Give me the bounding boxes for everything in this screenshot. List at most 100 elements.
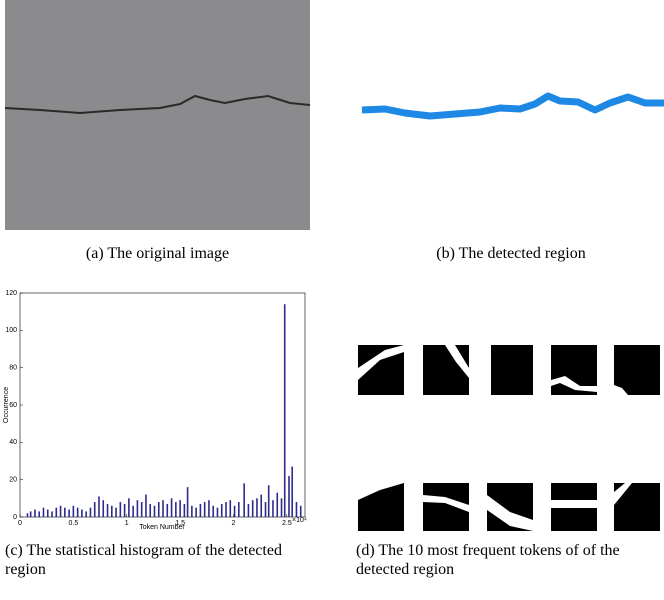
bar xyxy=(212,505,215,517)
bar xyxy=(225,502,227,517)
caption: (c) The statistical histogram of the det… xyxy=(5,542,282,578)
bar xyxy=(170,498,173,517)
bar xyxy=(140,502,143,517)
tokens xyxy=(358,345,660,531)
bar xyxy=(280,498,283,517)
bar xyxy=(136,500,139,517)
token-shape xyxy=(614,385,628,395)
token-shape xyxy=(423,495,469,512)
token-shape xyxy=(445,345,469,378)
y-tick-label: 60 xyxy=(9,402,17,409)
bar xyxy=(267,485,270,517)
bar xyxy=(123,503,126,517)
x-tick-label: 1 xyxy=(125,520,129,527)
plot-frame xyxy=(19,292,306,518)
bar xyxy=(186,487,189,517)
bar xyxy=(247,503,250,517)
bar xyxy=(208,500,210,517)
y-tick-label: 0 xyxy=(13,514,17,521)
bar xyxy=(106,503,109,517)
detected-region xyxy=(361,92,664,120)
bar xyxy=(243,483,245,517)
bar xyxy=(179,500,181,517)
bar xyxy=(81,509,83,517)
x-multiplier: ×10⁴ xyxy=(292,517,307,524)
bar xyxy=(183,503,186,517)
y-tick-label: 80 xyxy=(9,365,17,372)
bar xyxy=(38,511,41,517)
bar xyxy=(68,509,70,517)
bar xyxy=(42,507,45,517)
bar xyxy=(149,503,152,517)
y-tick-label: 100 xyxy=(5,327,17,334)
bar xyxy=(145,494,147,517)
token-shape xyxy=(487,345,491,395)
caption: (d) The 10 most frequent tokens of of th… xyxy=(356,542,620,578)
bar xyxy=(291,466,293,517)
bar xyxy=(51,511,53,517)
bar xyxy=(157,502,160,517)
bar xyxy=(260,494,263,517)
bar xyxy=(216,507,219,517)
y-axis-label: Occurrence xyxy=(3,387,10,423)
bar xyxy=(203,502,206,517)
y-tick-label: 20 xyxy=(9,477,17,484)
token xyxy=(423,345,469,395)
x-tick-label: 2 xyxy=(232,520,236,527)
token-shape xyxy=(358,345,404,380)
bar xyxy=(238,502,240,517)
bar xyxy=(272,500,274,517)
bar xyxy=(34,509,36,517)
bar xyxy=(46,509,49,517)
crack xyxy=(4,94,311,115)
bar xyxy=(102,500,105,517)
bar xyxy=(89,507,92,517)
bar xyxy=(85,511,87,517)
bar xyxy=(64,507,66,517)
bar xyxy=(166,503,169,517)
bar xyxy=(299,505,302,517)
bar xyxy=(276,492,279,517)
bar xyxy=(59,505,62,517)
bar xyxy=(153,505,156,517)
x-axis-label: Token Number xyxy=(139,524,185,531)
bar xyxy=(162,500,164,517)
bar xyxy=(283,304,286,517)
bar xyxy=(295,502,298,517)
bar xyxy=(288,475,290,517)
bar xyxy=(264,502,267,517)
bar xyxy=(29,511,32,517)
token-shape xyxy=(487,495,533,531)
token xyxy=(487,345,533,395)
bar xyxy=(229,500,232,517)
bar xyxy=(132,505,134,517)
y-tick-label: 40 xyxy=(9,439,17,446)
y-tick-label: 120 xyxy=(5,290,17,297)
bar xyxy=(251,500,254,517)
bar xyxy=(220,503,223,517)
bar xyxy=(55,507,58,517)
bar xyxy=(199,503,202,517)
bar xyxy=(110,505,113,517)
token xyxy=(614,345,660,395)
bar xyxy=(93,502,96,517)
bar xyxy=(233,505,236,517)
x-tick-label: 0.5 xyxy=(69,520,79,527)
x-tick-label: 0 xyxy=(18,520,22,527)
bar xyxy=(72,505,75,517)
token-shape xyxy=(551,376,597,392)
bar xyxy=(98,496,100,517)
bar xyxy=(191,505,193,517)
token-shape xyxy=(358,483,404,500)
token-shape xyxy=(614,483,632,505)
caption: (b) The detected region xyxy=(436,245,586,262)
bar xyxy=(76,507,79,517)
road-photo xyxy=(5,0,310,230)
bar xyxy=(115,507,117,517)
bar xyxy=(128,498,130,517)
bar xyxy=(175,502,177,517)
bar xyxy=(256,498,258,517)
bar xyxy=(119,502,122,517)
